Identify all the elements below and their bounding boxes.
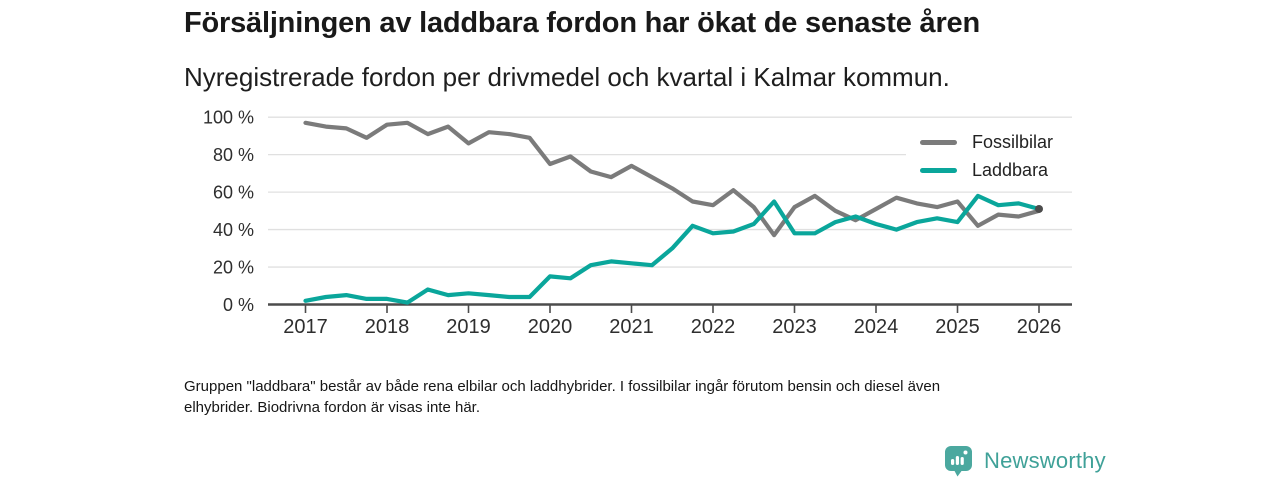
- chart-subtitle: Nyregistrerade fordon per drivmedel och …: [184, 62, 950, 92]
- fossilbilar-line: [303, 120, 1042, 238]
- x-axis-label: 2017: [283, 316, 328, 338]
- newsworthy-logo: Newsworthy: [944, 445, 1106, 477]
- x-axis-label: 2022: [691, 316, 736, 338]
- x-axis-label: 2026: [1017, 316, 1062, 338]
- x-axis-label: 2019: [446, 316, 491, 338]
- laddbara-line-swatch: [920, 167, 957, 173]
- x-axis-label: 2018: [365, 316, 410, 338]
- x-axis-label: 2020: [528, 316, 573, 338]
- y-axis-label: 80 %: [213, 145, 254, 165]
- laddbara-line: [303, 193, 1042, 305]
- y-axis-label: 0 %: [223, 295, 254, 315]
- y-axis-label: 100 %: [203, 108, 254, 128]
- x-axis-label: 2021: [609, 316, 654, 338]
- y-axis-label: 20 %: [213, 258, 254, 278]
- footnote-line-1: Gruppen "laddbara" består av både rena e…: [184, 378, 941, 395]
- legend-label-fossilbilar: Fossilbilar: [972, 131, 1054, 152]
- x-axis-label: 2023: [772, 316, 817, 338]
- chart-title: Försäljningen av laddbara fordon har öka…: [184, 7, 980, 39]
- chart-legend: Fossilbilar Laddbara: [906, 126, 1088, 186]
- x-axis-label: 2025: [935, 316, 980, 338]
- newsworthy-logo-icon: [945, 446, 972, 477]
- y-axis-label: 60 %: [213, 183, 254, 203]
- legend-item-fossilbilar: Fossilbilar: [920, 128, 1088, 156]
- y-axis-label: 40 %: [213, 220, 254, 240]
- legend-label-laddbara: Laddbara: [972, 159, 1049, 180]
- x-axis-label: 2024: [854, 316, 899, 338]
- latest-value-marker: [1035, 204, 1043, 213]
- footnote: Gruppen "laddbara" består av både rena e…: [184, 377, 940, 418]
- newsworthy-logo-text: Newsworthy: [984, 448, 1106, 473]
- fossilbilar-line-swatch: [920, 139, 957, 145]
- footnote-line-2: elhybrider. Biodrivna fordon är visas in…: [184, 398, 480, 416]
- legend-item-laddbara: Laddbara: [920, 156, 1088, 184]
